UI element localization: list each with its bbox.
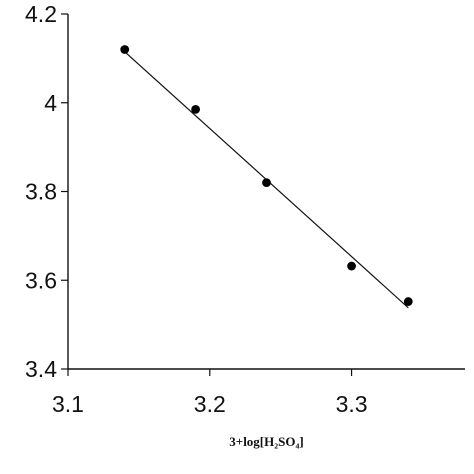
y-tick-label: 3.8 — [25, 179, 57, 205]
axes — [67, 14, 465, 370]
y-tick-label: 4.2 — [25, 1, 57, 27]
x-tick-label: 3.2 — [194, 391, 226, 417]
y-tick-label: 3.4 — [25, 356, 57, 382]
data-points — [120, 45, 413, 306]
data-point — [191, 105, 201, 114]
data-point — [347, 261, 356, 271]
data-point — [403, 297, 413, 306]
data-point — [262, 178, 271, 188]
data-point — [120, 45, 130, 54]
x-tick-label: 3.3 — [336, 391, 368, 417]
x-axis-label: 3+log[H₂SO₄] — [229, 434, 303, 449]
y-tick-label: 4 — [44, 90, 57, 116]
tick-labels: 3.4 3.6 3.8 4 4.2 3.1 3.2 3.3 — [25, 1, 368, 417]
axis-ticks — [61, 13, 353, 376]
y-tick-label: 3.6 — [25, 267, 57, 293]
x-tick-label: 3.1 — [52, 391, 84, 417]
